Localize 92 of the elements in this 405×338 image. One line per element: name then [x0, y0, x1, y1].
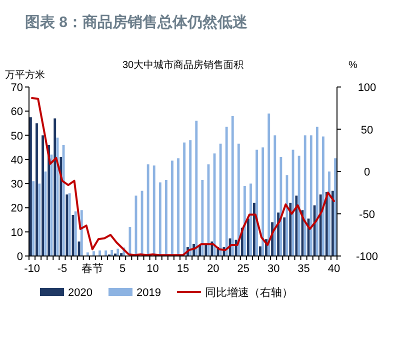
y-tick-label: 30 [10, 178, 23, 191]
bar [219, 144, 222, 256]
bar [74, 211, 77, 256]
bar [322, 136, 324, 256]
bar [98, 250, 101, 256]
y-tick-label: 40 [10, 154, 23, 166]
bar [116, 248, 120, 256]
bar [243, 186, 246, 256]
bar [80, 210, 83, 256]
bar [334, 158, 336, 256]
bar [316, 126, 318, 256]
bar [246, 218, 250, 256]
bar [152, 165, 156, 256]
y-tick-label: 70 [10, 82, 23, 94]
x-tick-label: 30 [267, 263, 280, 275]
bar [250, 184, 252, 256]
bar [268, 114, 270, 256]
chart-subtitle: 30大中城市商品房销售面积 [122, 59, 244, 71]
bar [283, 217, 286, 256]
y-tick-label: 10 [10, 226, 23, 239]
line-series [31, 96, 335, 256]
y2-tick-label: 100 [358, 82, 376, 94]
bar [313, 205, 316, 256]
bar [304, 135, 306, 256]
bar [204, 244, 208, 256]
bar [158, 182, 162, 256]
bar [32, 181, 35, 256]
bar [60, 157, 62, 256]
bar [325, 192, 328, 256]
bar [319, 194, 322, 256]
bar [104, 250, 108, 256]
x-tick-label: -10 [24, 263, 40, 275]
bar [110, 250, 114, 256]
y-tick-label: 0 [16, 251, 23, 263]
x-tick-label: 20 [207, 263, 220, 275]
chart-title: 图表 8：商品房销售总体仍然低迷 [25, 13, 249, 31]
bar [252, 202, 256, 256]
y2-tick-label: -50 [359, 208, 375, 221]
bar [54, 118, 56, 256]
y-tick-label: 50 [10, 130, 23, 142]
y-tick-label: 20 [10, 202, 23, 215]
bar [231, 116, 234, 256]
y-tick-label: 60 [10, 106, 23, 118]
x-tick-label: 15 [176, 263, 190, 275]
y2-axis-title: % [348, 60, 358, 71]
bar [310, 135, 312, 256]
bar [237, 144, 240, 256]
bar [256, 150, 258, 256]
x-tick-label: 25 [237, 263, 250, 275]
y2-tick-label: 0 [364, 166, 370, 178]
bar [50, 154, 53, 256]
bar [298, 156, 300, 256]
bar [201, 180, 204, 256]
bar [331, 190, 334, 256]
bar [48, 144, 50, 256]
bar [189, 140, 192, 256]
x-tick-label: -5 [57, 263, 68, 275]
legend-label: 同比增速（右轴） [204, 286, 293, 299]
bar [38, 184, 41, 256]
bar [146, 164, 150, 256]
bar [42, 135, 44, 256]
legend-label: 2020 [68, 287, 92, 299]
bar [44, 172, 47, 256]
bar [195, 120, 198, 256]
bar [274, 135, 276, 256]
x-tick-label: 5 [120, 263, 126, 275]
bar [128, 227, 132, 256]
y2-tick-label: -100 [356, 251, 378, 263]
x-tick-label: 40 [328, 263, 340, 275]
bar [177, 158, 180, 256]
y-axis-title: 万平方米 [5, 69, 45, 81]
bar [262, 147, 264, 256]
x-tick-label: 35 [298, 263, 310, 275]
x-tick-label: 春节 [81, 262, 104, 275]
bar [289, 202, 292, 256]
bar [66, 194, 68, 256]
bar [36, 123, 38, 256]
bar [183, 142, 186, 256]
bar [295, 196, 298, 256]
bar [277, 212, 280, 256]
y2-tick-label: 50 [360, 124, 374, 136]
bar [225, 126, 228, 256]
bar [92, 251, 95, 256]
bar [280, 157, 282, 256]
bar [328, 172, 330, 256]
bar [68, 193, 71, 256]
bar [164, 180, 168, 256]
bar [171, 160, 174, 256]
bar [258, 246, 262, 256]
legend-label: 2019 [136, 287, 161, 299]
x-tick-label: 10 [146, 263, 159, 275]
bar [30, 117, 32, 256]
